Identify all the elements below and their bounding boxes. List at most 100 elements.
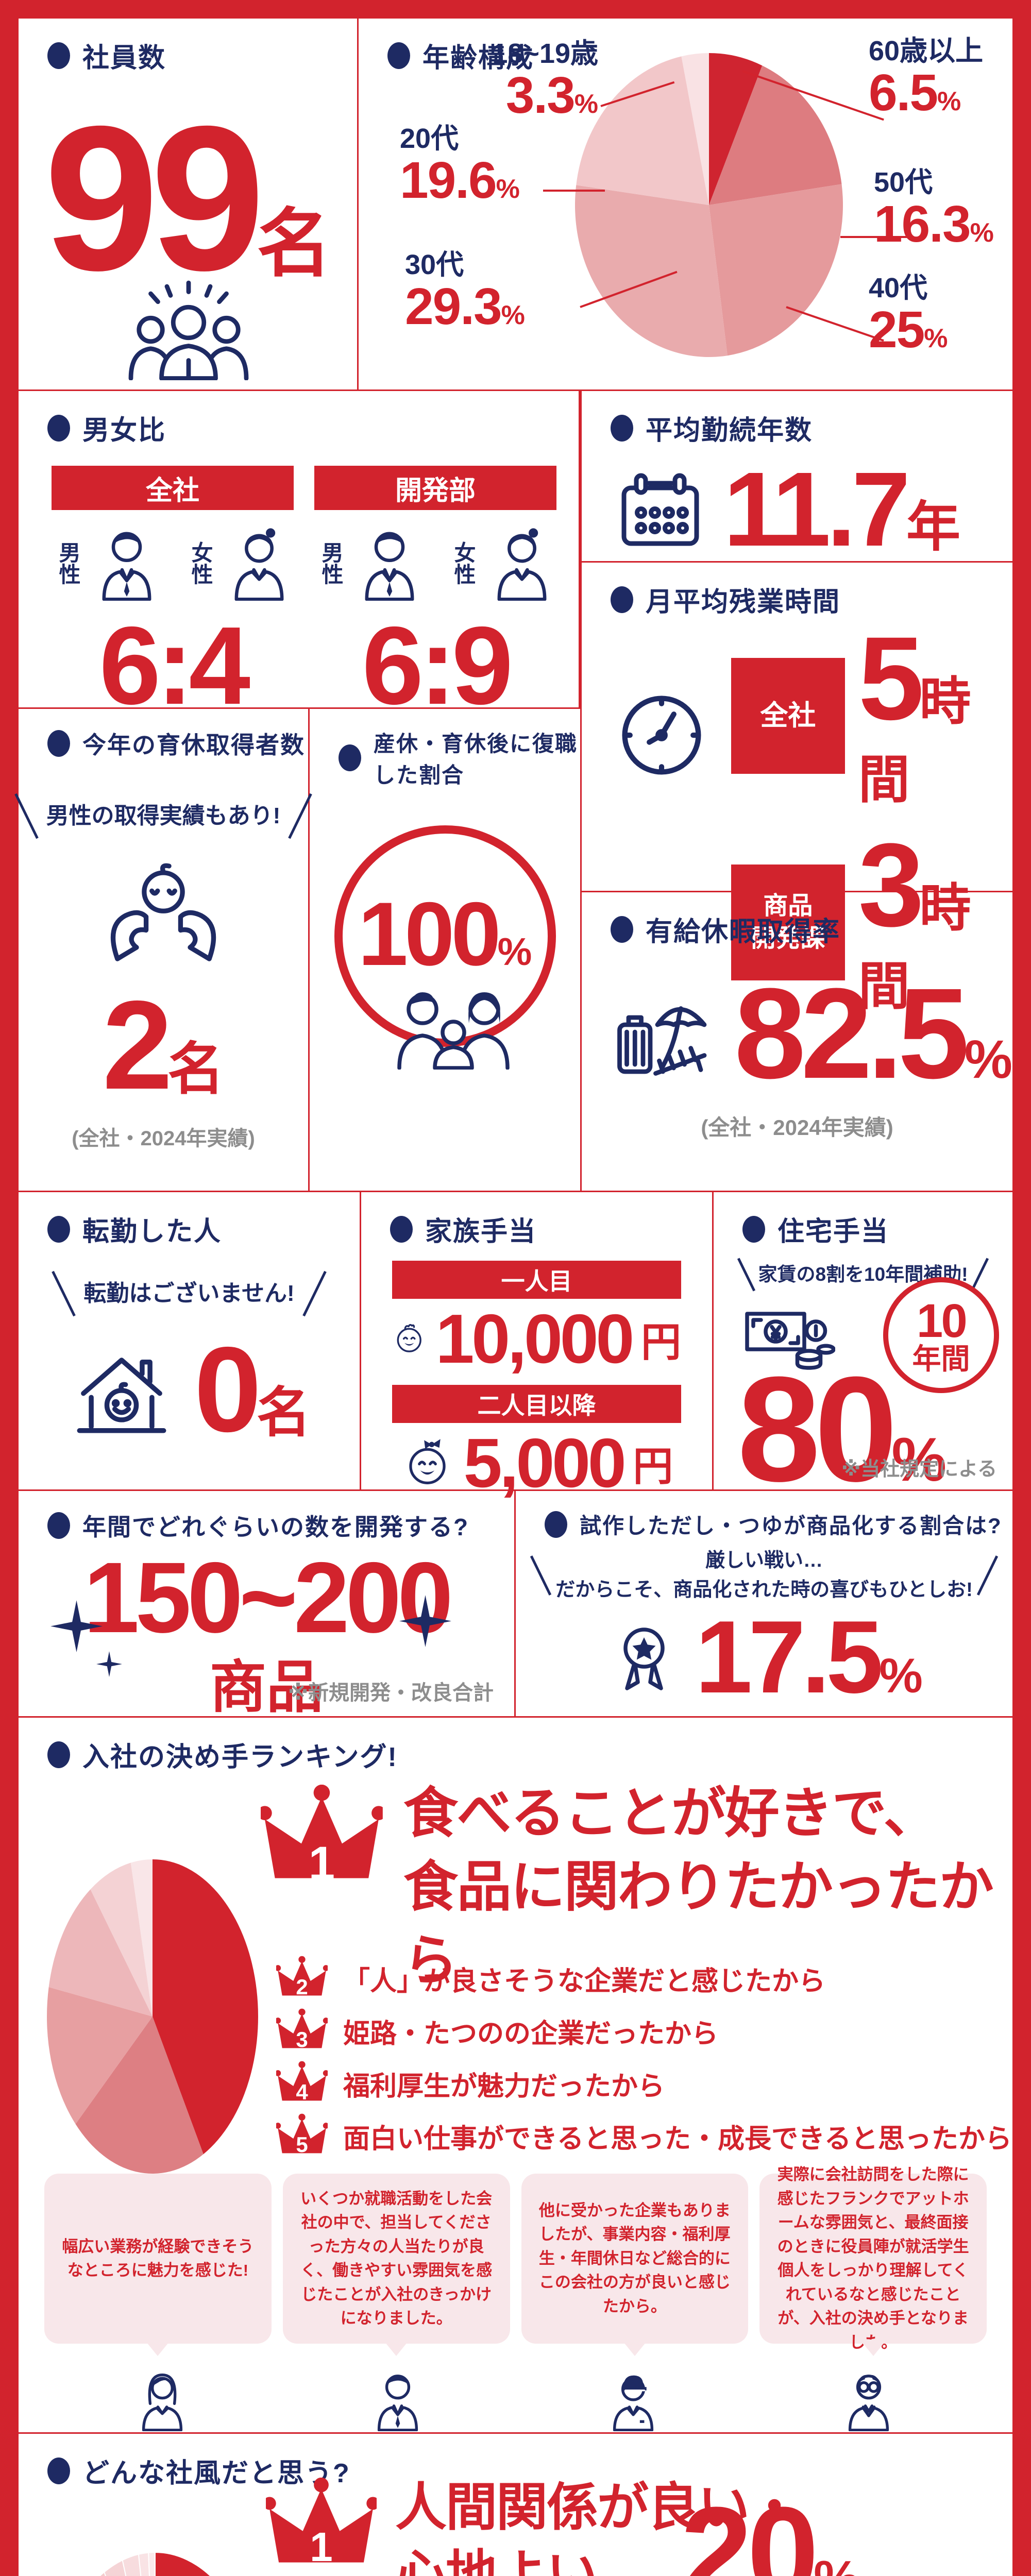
family-allowance-title: 家族手当 bbox=[361, 1192, 712, 1248]
row-b-left-bottom: 今年の育休取得者数 男性の取得実績もあり! 2名 (全社・2024年実績) 産休… bbox=[14, 709, 580, 1191]
male-person-icon bbox=[356, 526, 423, 601]
row-ranking: 入社の決め手ランキング! 1 食べることが好きで、 食品に関わりたかったから 2… bbox=[19, 1716, 1012, 2432]
tenure-value-row: 11.7年 bbox=[582, 456, 1012, 562]
tenure-title: 平均勤続年数 bbox=[582, 391, 1012, 447]
pie-slice bbox=[681, 53, 709, 205]
housing-value: 80% bbox=[737, 1346, 947, 1513]
cap-man-avatar-icon bbox=[605, 2369, 661, 2431]
age-label-20s: 20代 19.6% bbox=[400, 123, 520, 209]
crown-icon: 1 bbox=[266, 2474, 377, 2576]
age-label-40s: 40代 25% bbox=[869, 273, 948, 359]
ranking-first: 1 食べることが好きで、 食品に関わりたかったから bbox=[261, 1777, 1012, 1998]
baby-girl-icon bbox=[400, 1436, 454, 1490]
development-section: 年間でどれぐらいの数を開発する? 150~200 商品 ※新規開発・改良合計 bbox=[19, 1491, 516, 1719]
productization-callout: 厳しい戦い… だからこそ、商品化された時の喜びもひとしお! bbox=[516, 1546, 1012, 1605]
ranking-item: 5 面白い仕事ができると思った・成長できると思ったから bbox=[276, 2110, 1012, 2162]
culture-first-text: 人間関係が良い・ 心地よい bbox=[395, 2479, 800, 2576]
employees-title: 社員数 bbox=[19, 19, 357, 75]
pie-slice bbox=[90, 1862, 153, 2016]
culture-pie-chart bbox=[99, 2551, 211, 2576]
relocation-callout: 転勤はございません! bbox=[19, 1269, 360, 1318]
childcare-leave-section: 今年の育休取得者数 男性の取得実績もあり! 2名 (全社・2024年実績) bbox=[14, 709, 313, 1191]
family-icon bbox=[392, 985, 515, 1070]
vacation-travel-icon bbox=[611, 989, 719, 1079]
gender-icons: 男性 女性 bbox=[52, 526, 294, 601]
row-employees-age: 社員数 99名 年齢構成 18~19歳 3.3% 60歳以上 6.5% bbox=[19, 19, 1012, 389]
relocation-value-row: 0名 bbox=[19, 1329, 360, 1450]
ranking-section: 入社の決め手ランキング! 1 食べることが好きで、 食品に関わりたかったから 2… bbox=[19, 1718, 1012, 2432]
sparkle-icon bbox=[398, 1594, 452, 1648]
pie-slice bbox=[148, 2551, 156, 2576]
row-gender-tenure: 男女比 全社 男性 女性 6:4 開発部 bbox=[14, 389, 1012, 1191]
hands-holding-baby-icon bbox=[96, 859, 230, 967]
culture-first-percent: 20% bbox=[681, 2480, 859, 2576]
return-rate-section: 産休・育休後に復職した割合 100% bbox=[310, 709, 580, 1191]
pie-slice bbox=[75, 2016, 204, 2174]
return-circle: 100% bbox=[334, 825, 556, 1047]
female-person-icon bbox=[226, 526, 293, 601]
gender-group-dev: 開発部 男性 女性 6:9 bbox=[314, 466, 556, 721]
relocation-value: 0名 bbox=[194, 1321, 311, 1457]
ranking-item: 3 姫路・たつのの企業だったから bbox=[276, 2005, 1012, 2057]
baby-icon bbox=[392, 1312, 426, 1366]
leader-line bbox=[543, 190, 605, 192]
pie-slice bbox=[155, 2551, 211, 2576]
quote-bubble: いくつか就職活動をした会社の中で、担当してくださった方々の人当たりが良く、働きや… bbox=[282, 2174, 510, 2344]
quote-bubble: 幅広い業務が経験できそうなところに魅力を感じた! bbox=[44, 2174, 272, 2344]
quote-bubble: 他に受かった企業もありましたが、事業内容・福利厚生・年間休日など総合的にこの会社… bbox=[521, 2174, 749, 2344]
pie-slice bbox=[709, 53, 763, 205]
row-b-left: 男女比 全社 男性 女性 6:4 開発部 bbox=[14, 391, 581, 1191]
people-group-icon bbox=[116, 279, 261, 380]
ranking-item: 4 福利厚生が魅力だったから bbox=[276, 2057, 1012, 2110]
age-title: 年齢構成 bbox=[359, 19, 1012, 75]
row-development: 年間でどれぐらいの数を開発する? 150~200 商品 ※新規開発・改良合計 試… bbox=[19, 1489, 1012, 1719]
overtime-title: 月平均残業時間 bbox=[582, 563, 1012, 619]
pie-slice bbox=[709, 65, 842, 205]
calendar-icon bbox=[618, 471, 703, 548]
return-title: 産休・育休後に復職した割合 bbox=[310, 709, 580, 789]
female-person-icon bbox=[488, 526, 555, 601]
paid-leave-note: (全社・2024年実績) bbox=[701, 1115, 893, 1140]
overtime-rows: 全社 5時間 商品 開発課 3時間 bbox=[731, 619, 1012, 1019]
paid-leave-value: 82.5% bbox=[734, 961, 1012, 1105]
childcare-title: 今年の育休取得者数 bbox=[19, 709, 308, 760]
age-pie-chart bbox=[574, 53, 843, 358]
productization-section: 試作しただし・つゆが商品化する割合は? 厳しい戦い… だからこそ、商品化された時の… bbox=[516, 1491, 1012, 1716]
age-section: 年齢構成 18~19歳 3.3% 60歳以上 6.5% 20代 19.6% 50… bbox=[359, 19, 1012, 389]
gender-group-company: 全社 男性 女性 6:4 bbox=[52, 466, 294, 721]
paid-leave-section: 有給休暇取得率 82.5% (全社・2024年実績) bbox=[582, 892, 1012, 1191]
pie-slice bbox=[574, 185, 728, 358]
crown-icon: 3 bbox=[276, 2007, 328, 2055]
gender-groups: 全社 男性 女性 6:4 開発部 男性 bbox=[19, 447, 579, 721]
leader-line bbox=[840, 236, 907, 238]
house-baby-icon bbox=[67, 1341, 176, 1438]
development-value: 150~200 bbox=[83, 1541, 453, 1654]
development-note: ※新規開発・改良合計 bbox=[288, 1682, 494, 1704]
crown-icon: 4 bbox=[276, 2059, 328, 2108]
family-allowance-section: 家族手当 一人目 10,000 円 二人目以降 5,000 円 bbox=[361, 1192, 714, 1498]
culture-section: どんな社風だと思う? 1 人間関係が良い・ 心地よい 20% チャレンジできる … bbox=[19, 2434, 1012, 2576]
man-avatar-icon bbox=[370, 2369, 426, 2431]
childcare-callout: 男性の取得実績もあり! bbox=[14, 791, 313, 841]
culture-title: どんな社風だと思う? bbox=[19, 2434, 1012, 2490]
paid-leave-title: 有給休暇取得率 bbox=[582, 892, 1012, 948]
productization-callout-text: 厳しい戦い… だからこそ、商品化された時の喜びもひとしお! bbox=[555, 1550, 973, 1601]
pie-slice bbox=[576, 56, 709, 205]
overtime-value-company: 5時間 bbox=[858, 612, 971, 809]
employees-section: 社員数 99名 bbox=[19, 19, 359, 389]
bullet-dot bbox=[47, 42, 70, 69]
ranking-avatars bbox=[44, 2369, 987, 2431]
first-child-bar: 一人目 bbox=[392, 1261, 681, 1299]
sparkle-icon bbox=[49, 1599, 104, 1653]
culture-first: 1 人間関係が良い・ 心地よい bbox=[266, 2474, 800, 2576]
male-person-icon bbox=[93, 526, 160, 601]
second-child-bar: 二人目以降 bbox=[392, 1385, 681, 1423]
overtime-row-company: 全社 5時間 bbox=[731, 619, 1012, 812]
housing-allowance-section: 住宅手当 家賃の8割を10年間補助! 80% 10 年間 ※当社規定による bbox=[714, 1192, 1012, 1504]
ranking-pie-chart bbox=[46, 1859, 258, 2174]
ranking-quotes: 幅広い業務が経験できそうなところに魅力を感じた! いくつか就職活動をした会社の中… bbox=[44, 2165, 987, 2351]
glasses-man-avatar-icon bbox=[841, 2369, 897, 2431]
relocation-title: 転勤した人 bbox=[19, 1192, 360, 1248]
pie-slice bbox=[709, 184, 843, 356]
